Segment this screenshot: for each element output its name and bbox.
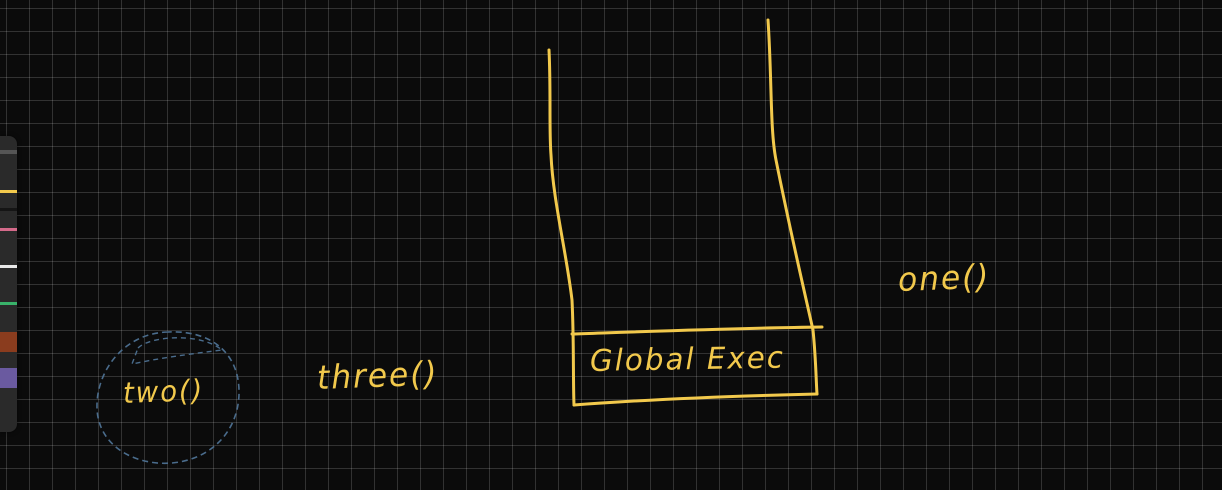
color-swatch-brown[interactable] [0, 332, 17, 352]
call-stack-right-wall[interactable] [766, 18, 819, 396]
color-swatch-green[interactable] [0, 302, 17, 305]
palette-handle[interactable] [0, 150, 17, 154]
color-palette-toolbar [0, 136, 17, 432]
selection-lasso-inner [130, 337, 224, 365]
label-two[interactable]: two() [122, 373, 205, 410]
label-global-exec[interactable]: Global Exec [589, 340, 786, 379]
color-swatch-black[interactable] [0, 208, 17, 211]
color-swatch-pink[interactable] [0, 228, 17, 231]
color-swatch-yellow[interactable] [0, 190, 17, 193]
color-swatch-white[interactable] [0, 265, 17, 268]
global-exec-frame-top[interactable] [570, 325, 824, 336]
call-stack-left-wall[interactable] [547, 48, 576, 407]
label-one[interactable]: one() [897, 256, 991, 299]
label-three[interactable]: three() [316, 353, 439, 397]
color-swatch-purple[interactable] [0, 368, 17, 388]
call-stack-bottom[interactable] [572, 392, 819, 407]
